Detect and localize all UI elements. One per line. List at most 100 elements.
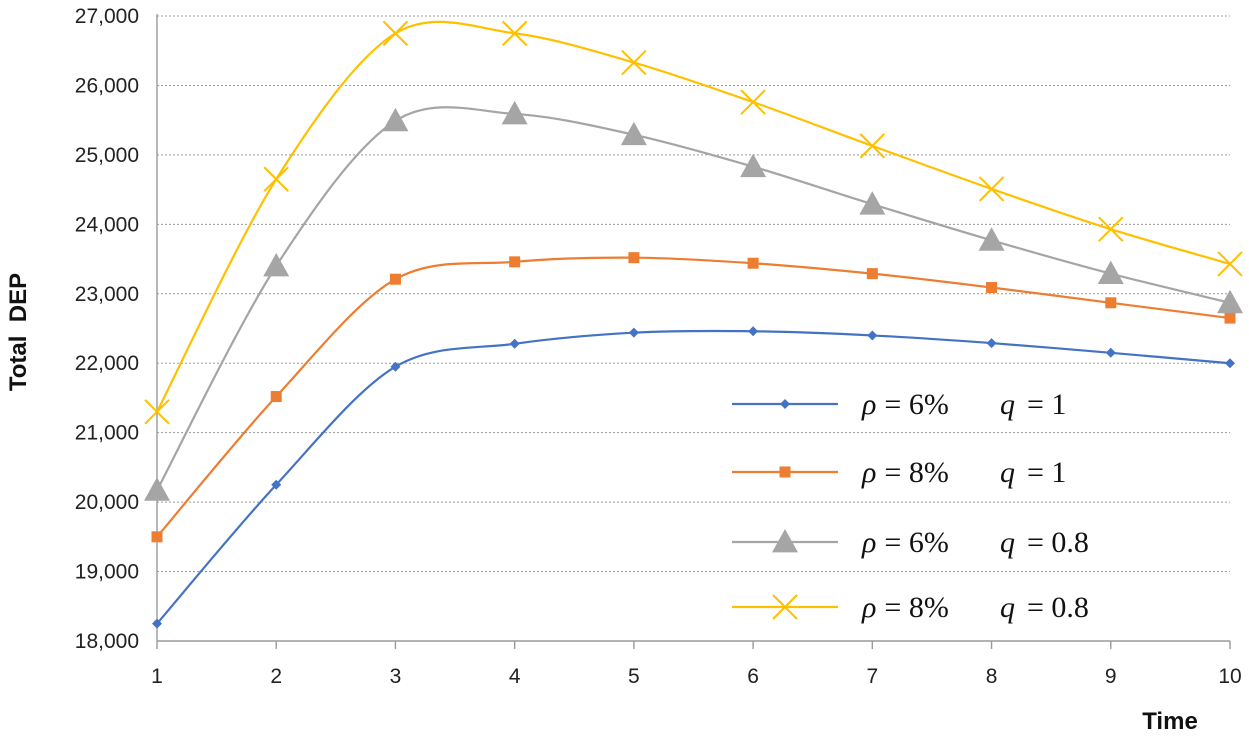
- series-2-point: [986, 282, 998, 294]
- legend-swatch-marker: [772, 594, 798, 620]
- x-marker-stroke: [859, 133, 886, 159]
- x-marker-stroke: [263, 166, 289, 192]
- series-3-point: [859, 191, 886, 215]
- x-tick-label: 2: [270, 665, 282, 688]
- series-2-line: [156, 256, 1231, 538]
- x-marker-stroke: [740, 89, 766, 115]
- legend-rho-label: ρ = 6%: [861, 388, 949, 421]
- y-tick-label: 25,000: [75, 144, 139, 167]
- series-4-point: [382, 20, 409, 47]
- series-4-point: [978, 176, 1005, 202]
- series-4-point: [740, 89, 766, 115]
- series-2-point: [270, 391, 282, 403]
- legend-rho-label: ρ = 8%: [861, 456, 949, 489]
- series-1-point: [271, 479, 282, 490]
- series-1-point: [1225, 358, 1235, 369]
- series-2: [151, 252, 1236, 543]
- legend-swatch-marker: [779, 466, 791, 478]
- series-4-point: [1098, 216, 1124, 242]
- series-2-point: [1105, 297, 1117, 309]
- y-tick-label: 26,000: [75, 74, 139, 97]
- legend: ρ = 6% q = 1 ρ = 8% q = 1 ρ = 6% q = 0.8 ρ = 8% q = 0.8: [732, 388, 1089, 624]
- gridlines: [157, 15, 1230, 573]
- series-3-point: [1097, 260, 1124, 285]
- series-4-point: [1217, 251, 1243, 277]
- legend-q-label: q = 1: [1000, 388, 1066, 421]
- y-tick-label: 24,000: [75, 213, 139, 236]
- series-1-point: [1105, 347, 1116, 358]
- x-tick-label: 7: [866, 665, 878, 688]
- y-tick-labels: 18,000 19,000 20,000 21,000 22,000 23,000 24,0…: [75, 5, 139, 653]
- legend-q-label: q = 1: [1000, 456, 1066, 489]
- x-marker-stroke: [144, 399, 170, 425]
- x-tick-label: 9: [1105, 665, 1117, 688]
- legend-entry-3: ρ = 6% q = 0.8: [732, 526, 1089, 559]
- x-tick-label: 10: [1218, 665, 1241, 688]
- legend-rho-label: ρ = 6%: [861, 526, 949, 559]
- series-3-point: [620, 121, 647, 146]
- x-tick-label: 8: [986, 665, 998, 688]
- series-3-line: [156, 106, 1231, 491]
- y-tick-label: 19,000: [75, 561, 139, 584]
- x-tick-label: 1: [151, 665, 163, 688]
- series-3-point: [382, 107, 409, 132]
- series-3-point: [501, 100, 528, 125]
- legend-swatch-marker: [772, 529, 798, 553]
- series-lines: [144, 20, 1243, 629]
- legend-entry-4: ρ = 8% q = 0.8: [732, 591, 1089, 624]
- series-1-point: [867, 330, 878, 341]
- x-marker-stroke: [978, 176, 1005, 202]
- series-4-point: [621, 49, 647, 76]
- x-marker-stroke: [382, 20, 409, 47]
- series-2-point: [389, 273, 401, 285]
- series-1-point: [986, 338, 997, 349]
- y-axis-title: Total DEP: [5, 273, 32, 391]
- y-tick-label: 18,000: [75, 630, 139, 653]
- x-marker-stroke: [501, 20, 528, 47]
- legend-swatch-marker: [780, 399, 790, 409]
- series-3-point: [263, 253, 290, 277]
- series-3-point: [144, 477, 170, 501]
- x-tick-label: 3: [390, 665, 402, 688]
- y-tick-label: 23,000: [75, 283, 139, 306]
- x-marker-stroke: [1217, 251, 1243, 277]
- x-axis-title: Time: [1142, 708, 1198, 735]
- y-tick-label: 21,000: [75, 422, 139, 445]
- series-2-point: [509, 256, 521, 268]
- series-1-point: [748, 326, 759, 337]
- legend-entry-2: ρ = 8% q = 1: [732, 456, 1066, 489]
- y-tick-label: 27,000: [75, 5, 139, 28]
- x-marker-stroke: [1098, 216, 1124, 242]
- series-4-point: [859, 133, 886, 159]
- x-marker-stroke: [772, 594, 798, 620]
- series-1: [152, 326, 1235, 629]
- x-tick-label: 4: [509, 665, 521, 688]
- series-1-point: [628, 327, 639, 338]
- y-tick-label: 20,000: [75, 491, 139, 514]
- series-4: [144, 20, 1243, 425]
- legend-q-label: q = 0.8: [1000, 526, 1089, 559]
- series-1-point: [509, 338, 520, 349]
- series-4-point: [263, 166, 289, 192]
- series-1-line: [156, 329, 1231, 625]
- series-2-point: [151, 531, 163, 543]
- series-3-point: [1217, 289, 1243, 314]
- series-2-point: [747, 257, 759, 269]
- x-tick-label: 6: [747, 665, 759, 688]
- series-4-point: [144, 399, 170, 425]
- series-3-point: [740, 153, 767, 178]
- x-marker-stroke: [621, 49, 647, 76]
- series-1-point: [152, 618, 162, 629]
- series-2-point: [866, 268, 878, 280]
- series-4-point: [501, 20, 528, 47]
- series-2-point: [1224, 312, 1236, 324]
- series-4-line: [156, 20, 1231, 413]
- series-3-point: [978, 227, 1005, 251]
- series-2-point: [628, 252, 640, 264]
- series-1-point: [390, 361, 401, 372]
- x-tick-label: 5: [628, 665, 640, 688]
- series-3: [144, 100, 1243, 501]
- y-tick-label: 22,000: [75, 352, 139, 375]
- legend-entry-1: ρ = 6% q = 1: [732, 388, 1066, 421]
